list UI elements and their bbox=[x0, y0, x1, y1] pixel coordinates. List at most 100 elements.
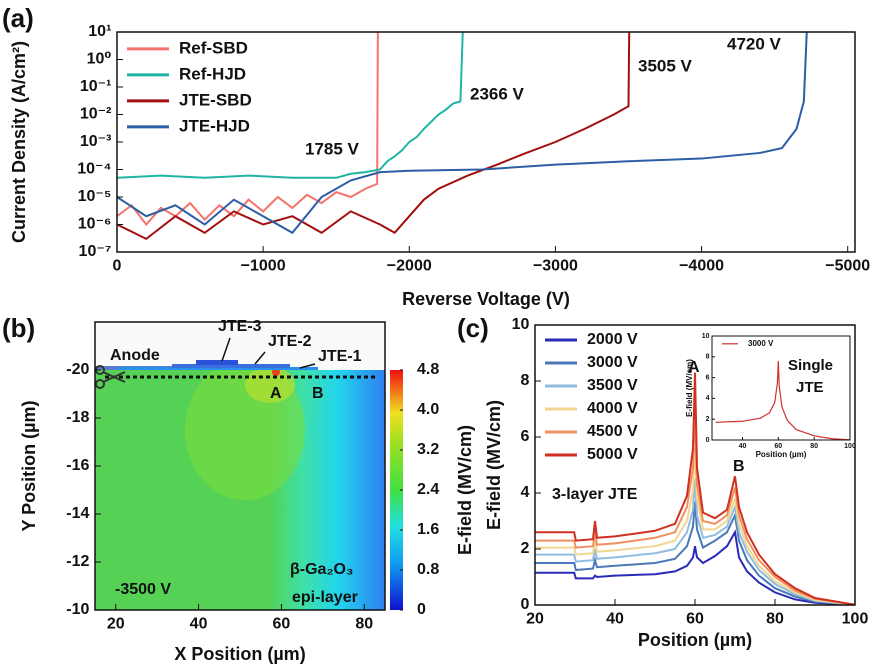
x-tick-label: 40 bbox=[190, 616, 208, 633]
air-region bbox=[95, 322, 385, 370]
y-tick-label: 10 bbox=[702, 333, 710, 340]
x-tick-label: 0 bbox=[113, 258, 122, 275]
jte-1-layer bbox=[118, 367, 318, 370]
x-axis-label: Position (µm) bbox=[638, 630, 752, 650]
contour-field bbox=[95, 322, 385, 610]
annotation: JTE-2 bbox=[268, 333, 312, 350]
x-axis-label: Position (µm) bbox=[756, 450, 807, 459]
legend-label: 3500 V bbox=[587, 377, 638, 394]
x-tick-label: 20 bbox=[526, 611, 544, 628]
y-axis-label: E-field (MV/cm) bbox=[685, 359, 694, 417]
legend-label: 4500 V bbox=[587, 423, 638, 440]
series-line bbox=[715, 360, 850, 440]
y-axis-label: E-field (MV/cm) bbox=[484, 400, 504, 530]
legend-label: JTE-HJD bbox=[179, 116, 250, 135]
annotation: Anode bbox=[110, 347, 160, 364]
panel: 0 0.8 1.6 2.4 3.2 4.0 4.8 E-field (MV/cm) 20 40 60… bbox=[2, 313, 475, 664]
y-tick-label: 10⁻⁴ bbox=[77, 161, 111, 178]
annotation: A bbox=[270, 385, 282, 402]
series-line bbox=[117, 32, 631, 241]
y-axis-label: Current Density (A/cm²) bbox=[9, 41, 29, 243]
annotation: 3-layer JTE bbox=[552, 486, 638, 503]
x-tick-label: 100 bbox=[844, 443, 856, 450]
y-tick-label: 4 bbox=[706, 395, 710, 402]
y-tick-label: 10⁻⁵ bbox=[78, 188, 112, 205]
y-tick-label: -20 bbox=[66, 361, 89, 378]
x-tick-label: 20 bbox=[107, 616, 125, 633]
colorbar bbox=[390, 370, 403, 610]
scissors bbox=[95, 379, 105, 389]
y-tick-label: 10⁻² bbox=[80, 106, 112, 123]
legend-label: Ref-HJD bbox=[179, 64, 246, 83]
annotation: 2366 V bbox=[470, 84, 525, 103]
colorbar-tick-label: 4.0 bbox=[417, 401, 439, 418]
colorbar-tick-label: 0 bbox=[417, 601, 426, 618]
x-tick-label: 60 bbox=[686, 611, 704, 628]
x-tick-label: 60 bbox=[273, 616, 291, 633]
y-tick-label: 2 bbox=[520, 540, 529, 557]
y-tick-label: -18 bbox=[66, 409, 89, 426]
y-tick-label: 10⁻⁶ bbox=[78, 216, 112, 233]
legend-label: Ref-SBD bbox=[179, 38, 248, 57]
series-line bbox=[117, 32, 464, 179]
legend-label: 5000 V bbox=[587, 446, 638, 463]
x-axis-label: X Position (µm) bbox=[174, 644, 305, 664]
y-tick-label: -12 bbox=[66, 553, 89, 570]
jte-2-layer bbox=[172, 364, 290, 368]
annotation: JTE-1 bbox=[318, 348, 362, 365]
colorbar-tick-label: 4.8 bbox=[417, 361, 439, 378]
annotation: B bbox=[312, 385, 324, 402]
y-tick-label: 2 bbox=[706, 416, 710, 423]
x-tick-label: 80 bbox=[766, 611, 784, 628]
x-tick-label: 40 bbox=[739, 443, 747, 450]
pointer bbox=[221, 337, 231, 362]
annotation: 4720 V bbox=[727, 34, 782, 53]
x-tick-label: 40 bbox=[606, 611, 624, 628]
pointer bbox=[254, 351, 266, 365]
x-tick-label: −1000 bbox=[241, 258, 286, 275]
y-tick-label: -14 bbox=[66, 505, 89, 522]
panel-label: (c) bbox=[457, 313, 489, 343]
series-line bbox=[117, 32, 808, 235]
y-tick-label: 10⁰ bbox=[87, 51, 112, 68]
x-tick-label: 100 bbox=[842, 611, 869, 628]
x-tick-label: −5000 bbox=[825, 258, 870, 275]
annotation: 3505 V bbox=[638, 56, 693, 75]
colorbar-tick-label: 3.2 bbox=[417, 441, 439, 458]
x-tick-label: 80 bbox=[810, 443, 818, 450]
jte-3-layer bbox=[196, 360, 238, 365]
legend-label: JTE-SBD bbox=[179, 90, 252, 109]
panel-label: (a) bbox=[2, 3, 34, 33]
x-axis-label: Reverse Voltage (V) bbox=[402, 289, 570, 309]
annotation: epi-layer bbox=[292, 589, 358, 606]
annotation: JTE bbox=[796, 379, 824, 396]
annotation: 1785 V bbox=[305, 139, 360, 158]
y-tick-label: 6 bbox=[520, 428, 529, 445]
pointer bbox=[299, 363, 316, 369]
annotation: Single bbox=[788, 357, 833, 374]
y-tick-label: 6 bbox=[706, 374, 710, 381]
annotation: JTE-3 bbox=[218, 318, 262, 335]
legend-label: 4000 V bbox=[587, 400, 638, 417]
series-line bbox=[535, 448, 855, 605]
x-tick-label: 60 bbox=[774, 443, 782, 450]
panel-label: (b) bbox=[2, 313, 35, 343]
colorbar-label: E-field (MV/cm) bbox=[455, 425, 475, 555]
annotation: A bbox=[688, 359, 700, 376]
panel: 3000 V 40 60 80 100 0 2 4 6 8 10 Position (µm) E-fie… bbox=[685, 333, 856, 459]
y-tick-label: -16 bbox=[66, 457, 89, 474]
y-tick-label: 10⁻³ bbox=[80, 133, 112, 150]
y-tick-label: 8 bbox=[706, 354, 710, 361]
series-line bbox=[535, 529, 855, 605]
colorbar-tick-label: 1.6 bbox=[417, 521, 439, 538]
y-tick-label: 0 bbox=[520, 596, 529, 613]
legend-label: 2000 V bbox=[587, 331, 638, 348]
plot-frame bbox=[711, 335, 851, 441]
y-tick-label: 10¹ bbox=[88, 23, 111, 40]
scissors bbox=[102, 371, 126, 383]
annotation: -3500 V bbox=[115, 581, 171, 598]
series-line bbox=[535, 372, 855, 605]
x-tick-label: −2000 bbox=[387, 258, 432, 275]
y-tick-label: 0 bbox=[706, 437, 710, 444]
